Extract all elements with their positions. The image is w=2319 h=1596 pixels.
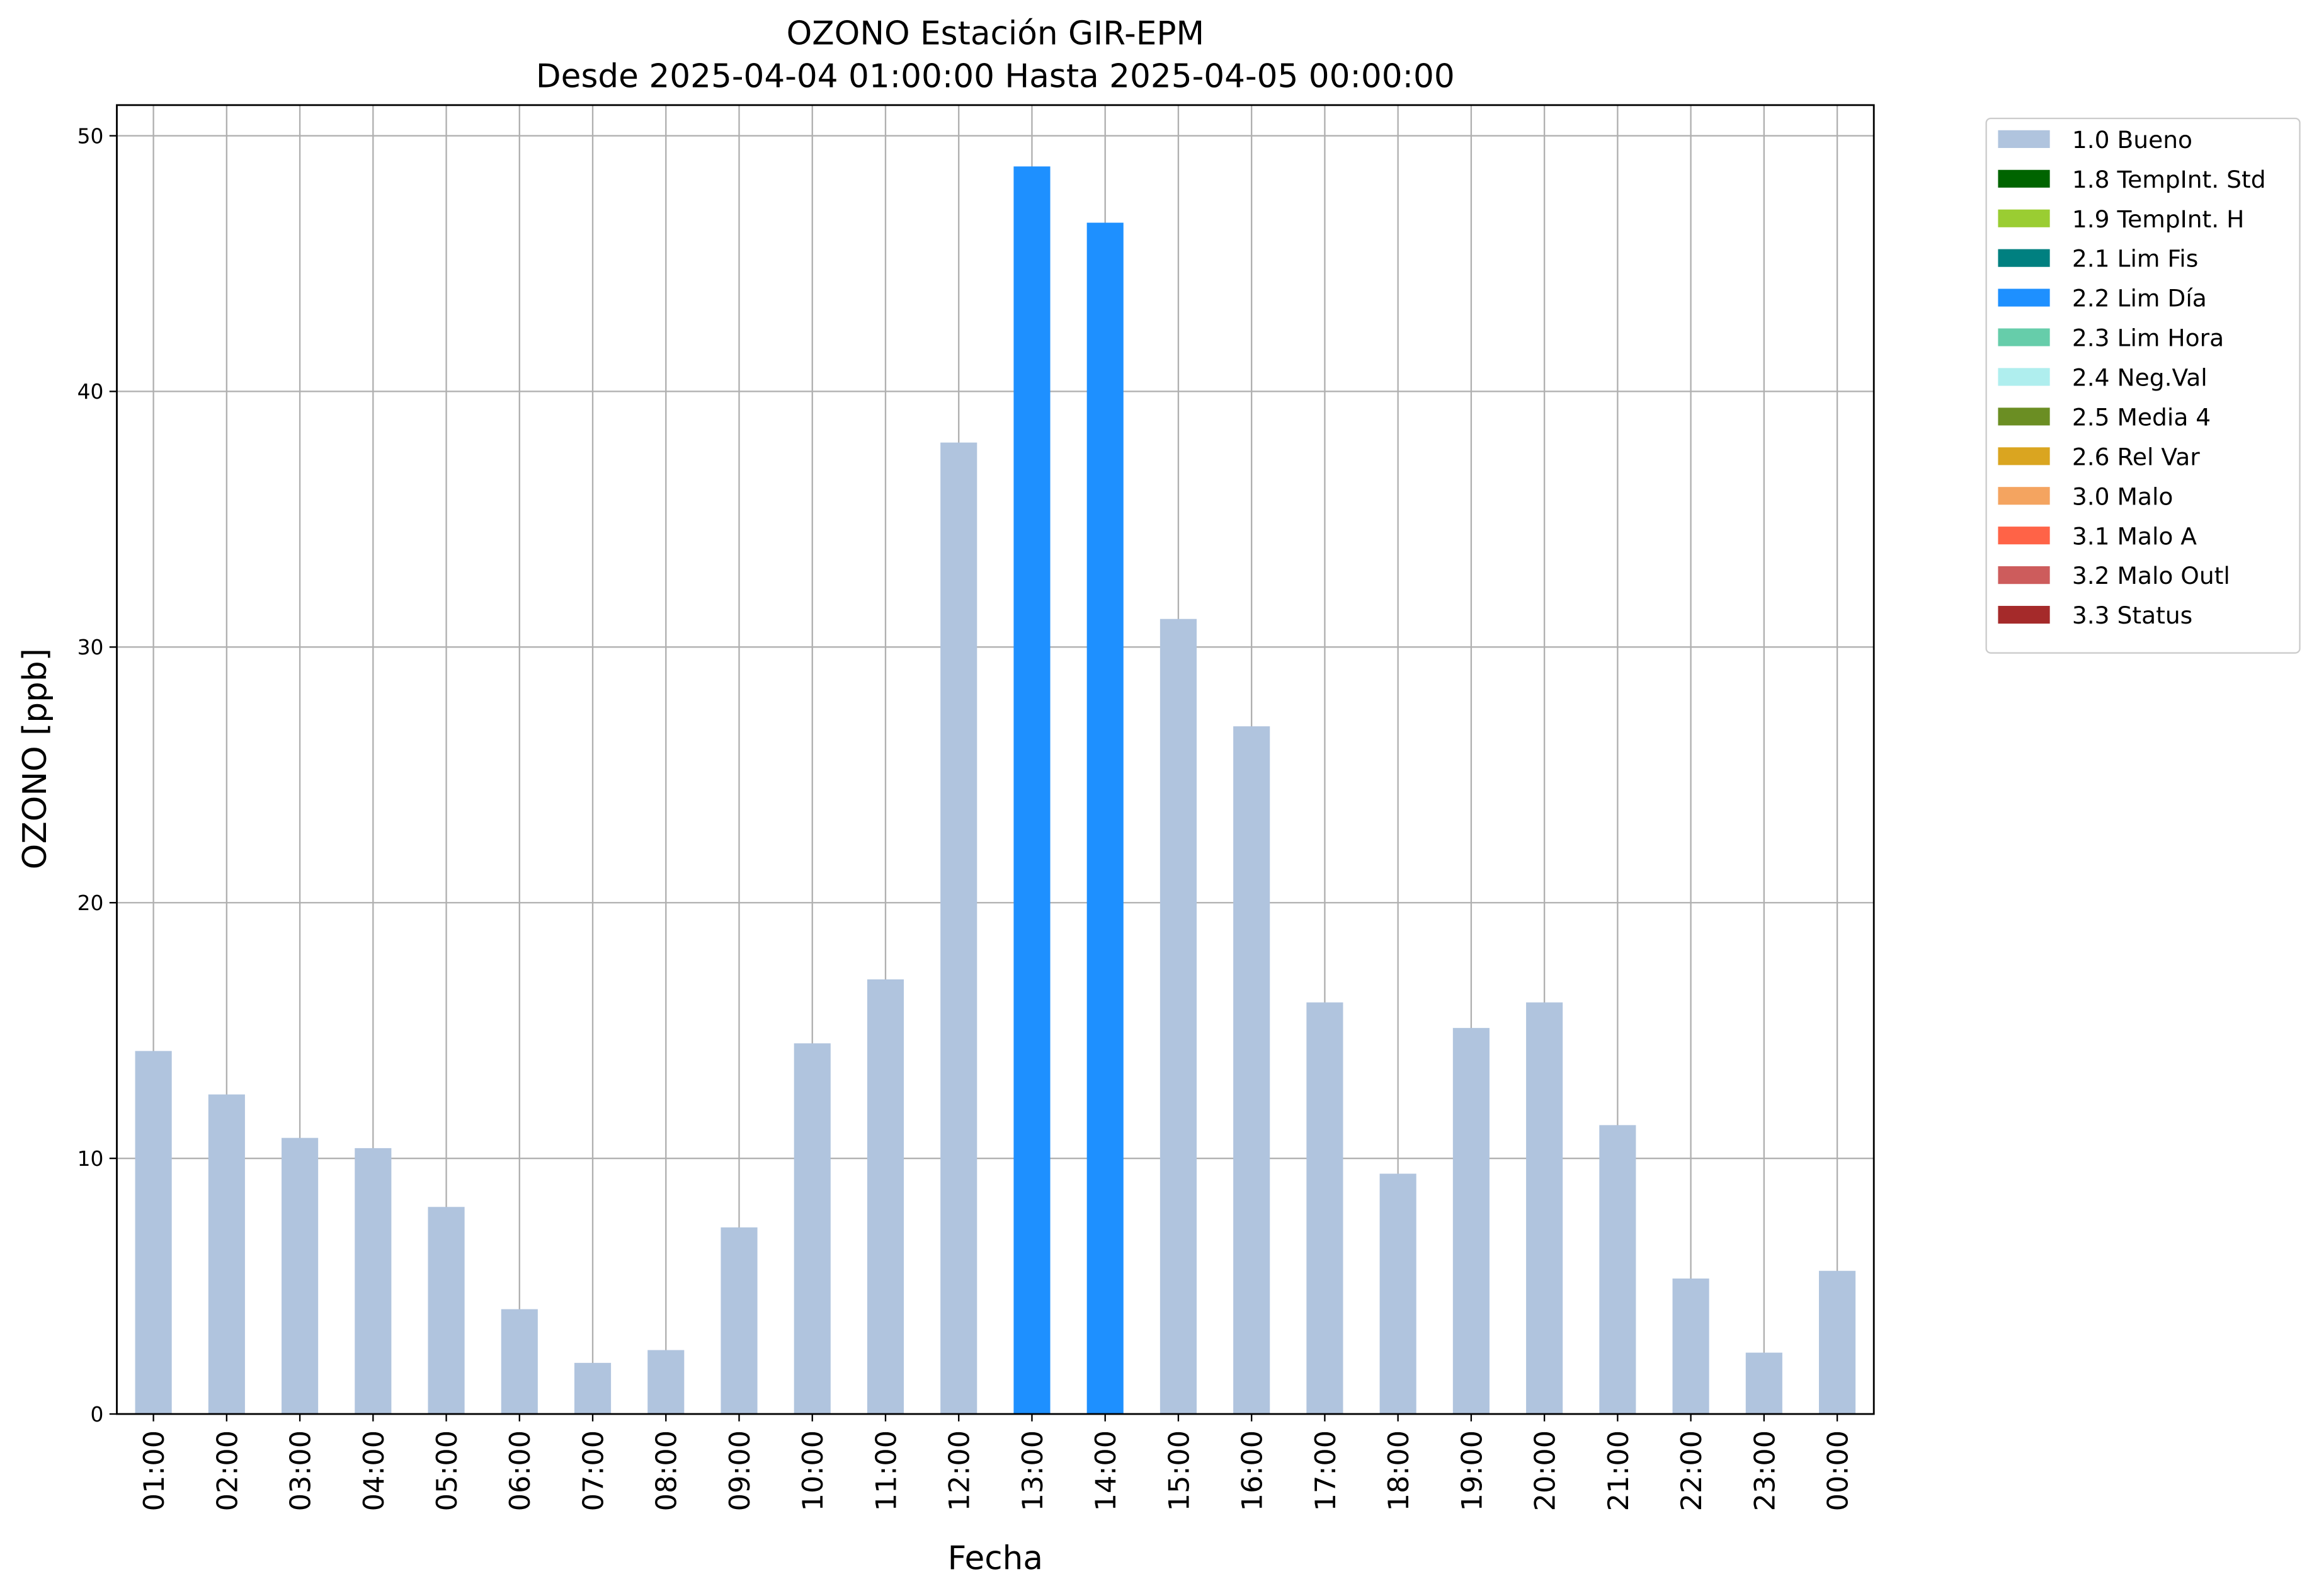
x-tick-label: 22:00 bbox=[1675, 1430, 1708, 1512]
legend-label: 2.6 Rel Var bbox=[2072, 443, 2200, 470]
x-tick-label: 23:00 bbox=[1748, 1430, 1781, 1512]
legend-frame bbox=[1985, 117, 2301, 654]
bar bbox=[1745, 1352, 1782, 1415]
x-tick-label: 07:00 bbox=[577, 1430, 610, 1512]
bar bbox=[135, 1051, 172, 1415]
y-tick-label: 20 bbox=[77, 891, 104, 915]
bar bbox=[794, 1043, 831, 1415]
x-tick-label: 04:00 bbox=[358, 1430, 390, 1512]
legend-swatch bbox=[1998, 566, 2050, 584]
legend-swatch bbox=[1998, 249, 2050, 267]
bar bbox=[1526, 1002, 1563, 1415]
bar bbox=[1013, 166, 1051, 1415]
bar bbox=[940, 442, 977, 1415]
y-tick-label: 50 bbox=[77, 123, 104, 148]
bar bbox=[355, 1148, 392, 1415]
legend-swatch bbox=[1998, 487, 2050, 505]
bar bbox=[647, 1350, 685, 1415]
x-tick-label: 08:00 bbox=[651, 1430, 683, 1512]
legend-swatch bbox=[1998, 169, 2050, 188]
bar bbox=[1306, 1002, 1343, 1415]
bar bbox=[1672, 1278, 1709, 1415]
legend-swatch bbox=[1998, 408, 2050, 426]
x-tick-label: 17:00 bbox=[1309, 1430, 1342, 1512]
y-tick-label: 0 bbox=[90, 1402, 103, 1427]
y-axis-label: OZONO [ppb] bbox=[16, 648, 54, 869]
legend-label: 1.0 Bueno bbox=[2072, 126, 2192, 154]
y-tick-label: 10 bbox=[77, 1146, 104, 1171]
legend-swatch bbox=[1998, 328, 2050, 346]
chart-title: OZONO Estación GIR-EPM bbox=[787, 15, 1204, 53]
x-tick-label: 18:00 bbox=[1382, 1430, 1415, 1512]
legend-swatch bbox=[1998, 288, 2050, 307]
legend-swatch bbox=[1998, 368, 2050, 386]
bar bbox=[1819, 1270, 1856, 1415]
x-tick-label: 02:00 bbox=[211, 1430, 244, 1512]
x-tick-label: 09:00 bbox=[724, 1430, 756, 1512]
x-tick-label: 11:00 bbox=[870, 1430, 903, 1512]
bars bbox=[135, 166, 1856, 1415]
chart-subtitle: Desde 2025-04-04 01:00:00 Hasta 2025-04-… bbox=[536, 58, 1455, 96]
bar bbox=[428, 1207, 465, 1415]
plot-frame bbox=[116, 104, 1875, 1415]
legend: 1.0 Bueno 1.8 TempInt. Std 1.9 TempInt. H 2… bbox=[1985, 117, 2301, 654]
x-tick-label: 16:00 bbox=[1236, 1430, 1269, 1512]
legend-label: 1.9 TempInt. H bbox=[2072, 205, 2245, 233]
bar bbox=[282, 1137, 319, 1415]
x-tick-label: 21:00 bbox=[1602, 1430, 1635, 1512]
legend-label: 3.3 Status bbox=[2072, 601, 2192, 629]
x-tick-label: 20:00 bbox=[1529, 1430, 1562, 1512]
bar bbox=[1086, 222, 1124, 1415]
y-tick-label: 40 bbox=[77, 379, 104, 404]
legend-label: 3.0 Malo bbox=[2072, 482, 2174, 510]
x-tick-label: 19:00 bbox=[1456, 1430, 1488, 1512]
bar bbox=[574, 1362, 612, 1415]
legend-swatch bbox=[1998, 209, 2050, 227]
legend-swatch bbox=[1998, 130, 2050, 148]
legend-label: 2.5 Media 4 bbox=[2072, 403, 2211, 431]
x-tick-label: 10:00 bbox=[797, 1430, 829, 1512]
legend-label: 3.1 Malo A bbox=[2072, 522, 2197, 550]
x-tick-label: 13:00 bbox=[1017, 1430, 1049, 1512]
bar bbox=[1599, 1125, 1636, 1415]
x-tick-label: 12:00 bbox=[943, 1430, 976, 1512]
bar bbox=[1160, 618, 1197, 1415]
x-tick-label: 00:00 bbox=[1822, 1430, 1855, 1512]
x-tick-label: 03:00 bbox=[285, 1430, 317, 1512]
bar bbox=[501, 1309, 538, 1415]
bar bbox=[1452, 1028, 1490, 1415]
legend-label: 2.3 Lim Hora bbox=[2072, 324, 2224, 352]
y-tick-label: 30 bbox=[77, 635, 104, 659]
legend-label: 3.2 Malo Outl bbox=[2072, 562, 2230, 590]
bar bbox=[1233, 726, 1270, 1415]
legend-label: 2.2 Lim Día bbox=[2072, 285, 2207, 312]
x-axis-label: Fecha bbox=[948, 1540, 1043, 1578]
bar bbox=[208, 1094, 245, 1415]
legend-swatch bbox=[1998, 447, 2050, 465]
bar bbox=[721, 1227, 758, 1415]
x-tick-label: 15:00 bbox=[1163, 1430, 1195, 1512]
legend-label: 2.4 Neg.Val bbox=[2072, 364, 2208, 392]
legend-swatch bbox=[1998, 527, 2050, 545]
legend-label: 1.8 TempInt. Std bbox=[2072, 166, 2266, 193]
x-tick-label: 01:00 bbox=[138, 1430, 171, 1512]
legend-swatch bbox=[1998, 605, 2050, 624]
legend-label: 2.1 Lim Fis bbox=[2072, 245, 2198, 273]
x-tick-label: 05:00 bbox=[431, 1430, 464, 1512]
bar bbox=[867, 979, 904, 1415]
x-tick-label: 06:00 bbox=[504, 1430, 537, 1512]
x-tick-label: 14:00 bbox=[1090, 1430, 1122, 1512]
bar bbox=[1379, 1173, 1416, 1415]
